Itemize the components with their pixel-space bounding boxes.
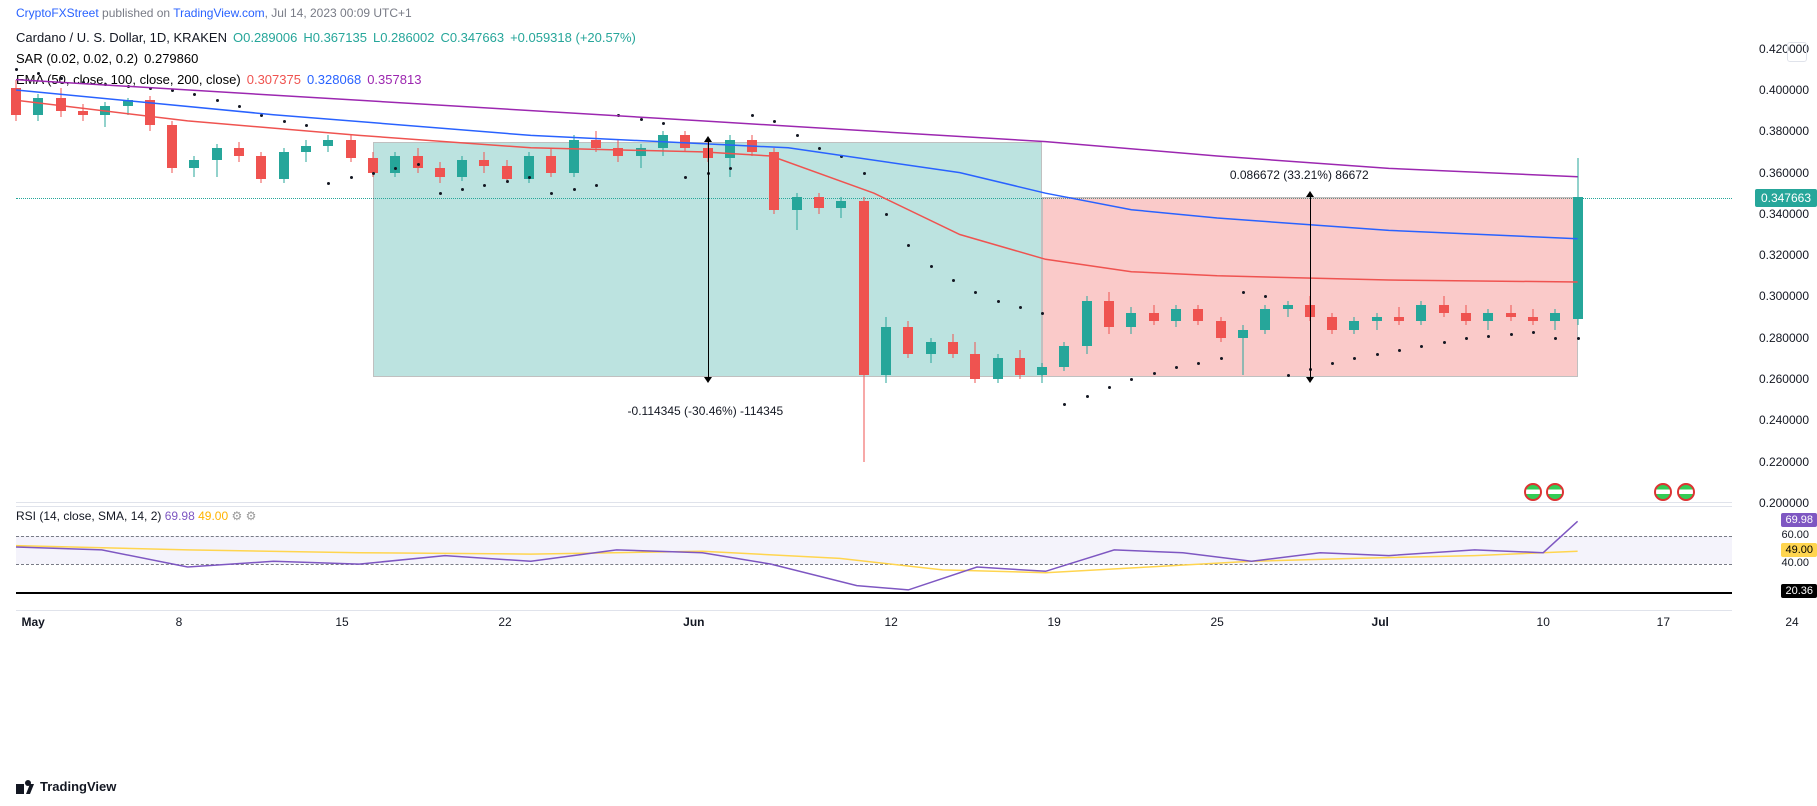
sar-dot	[528, 176, 531, 179]
time-tick: May	[21, 615, 44, 629]
sar-dot	[193, 93, 196, 96]
time-tick: 12	[884, 615, 897, 629]
sar-dot	[1175, 366, 1178, 369]
time-axis[interactable]: May81522Jun121925Jul101724	[16, 610, 1732, 634]
time-tick: 8	[176, 615, 183, 629]
sar-dot	[1108, 386, 1111, 389]
price-axis[interactable]: 0.2000000.2200000.2400000.2600000.280000…	[1732, 28, 1817, 503]
sar-dot	[283, 120, 286, 123]
sar-dot	[149, 87, 152, 90]
time-tick: 15	[335, 615, 348, 629]
price-tick: 0.400000	[1759, 83, 1809, 97]
price-tick: 0.340000	[1759, 207, 1809, 221]
sar-dot	[930, 265, 933, 268]
sar-dot	[662, 122, 665, 125]
price-tick: 0.380000	[1759, 124, 1809, 138]
time-tick: 17	[1657, 615, 1670, 629]
sar-dot	[640, 118, 643, 121]
sar-dot	[595, 184, 598, 187]
time-tick: 25	[1211, 615, 1224, 629]
current-price-badge: 0.347663	[1755, 189, 1817, 207]
measure-label: 0.086672 (33.21%) 86672	[1230, 168, 1369, 182]
time-tick: 22	[498, 615, 511, 629]
sar-dot	[1197, 362, 1200, 365]
price-tick: 0.300000	[1759, 289, 1809, 303]
sar-dot	[82, 81, 85, 84]
event-flag-icon[interactable]	[1546, 483, 1564, 501]
measure-label: -0.114345 (-30.46%) -114345	[628, 404, 784, 418]
sar-dot	[796, 134, 799, 137]
sar-dot	[305, 124, 308, 127]
sar-dot	[1019, 306, 1022, 309]
sar-dot	[1063, 403, 1066, 406]
sar-dot	[417, 163, 420, 166]
rsi-value-badge: 69.98	[1781, 513, 1817, 527]
sar-dot	[773, 120, 776, 123]
sar-dot	[863, 172, 866, 175]
time-tick: 19	[1047, 615, 1060, 629]
sar-dot	[1287, 374, 1290, 377]
author-link[interactable]: CryptoFXStreet	[16, 6, 99, 20]
sar-dot	[104, 83, 107, 86]
site-link[interactable]: TradingView.com	[173, 6, 264, 20]
sar-dot	[15, 68, 18, 71]
time-tick: 24	[1785, 615, 1798, 629]
sar-dot	[1443, 341, 1446, 344]
tradingview-logo[interactable]: TradingView	[16, 779, 116, 794]
price-tick: 0.260000	[1759, 372, 1809, 386]
price-tick: 0.360000	[1759, 166, 1809, 180]
sar-dot	[127, 85, 130, 88]
sar-dot	[350, 176, 353, 179]
sar-dot	[818, 147, 821, 150]
sar-dot	[1465, 337, 1468, 340]
event-flag-icon[interactable]	[1677, 483, 1695, 501]
sar-dot	[238, 105, 241, 108]
sar-dot	[573, 188, 576, 191]
time-tick: Jun	[683, 615, 704, 629]
chart-settings-icon[interactable]	[1787, 42, 1807, 62]
sar-dot	[751, 114, 754, 117]
sar-dot	[216, 99, 219, 102]
main-chart[interactable]: -0.114345 (-30.46%) -114345 0.086672 (33.…	[16, 28, 1732, 503]
price-tick: 0.240000	[1759, 413, 1809, 427]
rsi-value-badge: 49.00	[1781, 543, 1817, 557]
sar-dot	[327, 182, 330, 185]
sar-dot	[684, 176, 687, 179]
sar-dot	[617, 114, 620, 117]
sar-dot	[997, 300, 1000, 303]
sar-dot	[1577, 337, 1580, 340]
price-tick: 0.220000	[1759, 455, 1809, 469]
price-tick: 0.280000	[1759, 331, 1809, 345]
sar-dot	[1331, 362, 1334, 365]
sar-dot	[372, 172, 375, 175]
sar-dot	[37, 72, 40, 75]
sar-dot	[1086, 395, 1089, 398]
time-tick: 10	[1537, 615, 1550, 629]
sar-dot	[60, 77, 63, 80]
event-flag-icon[interactable]	[1524, 483, 1542, 501]
sar-dot	[260, 114, 263, 117]
publish-date: Jul 14, 2023 00:09 UTC+1	[271, 6, 411, 20]
sar-dot	[171, 89, 174, 92]
sar-dot	[1153, 372, 1156, 375]
price-tick: 0.320000	[1759, 248, 1809, 262]
sar-dot	[1510, 333, 1513, 336]
sar-dot	[952, 279, 955, 282]
chart-header: CryptoFXStreet published on TradingView.…	[0, 0, 1817, 26]
sar-dot	[1532, 331, 1535, 334]
sar-dot	[506, 180, 509, 183]
event-flag-icon[interactable]	[1654, 483, 1672, 501]
sar-dot	[885, 213, 888, 216]
rsi-pane[interactable]: RSI (14, close, SMA, 14, 2) 69.98 49.00 …	[16, 506, 1732, 606]
rsi-value-badge: 20.36	[1781, 584, 1817, 598]
time-tick: Jul	[1372, 615, 1389, 629]
sar-dot	[1130, 378, 1133, 381]
rsi-axis[interactable]: 60.0040.0069.9849.0020.36	[1732, 506, 1817, 606]
